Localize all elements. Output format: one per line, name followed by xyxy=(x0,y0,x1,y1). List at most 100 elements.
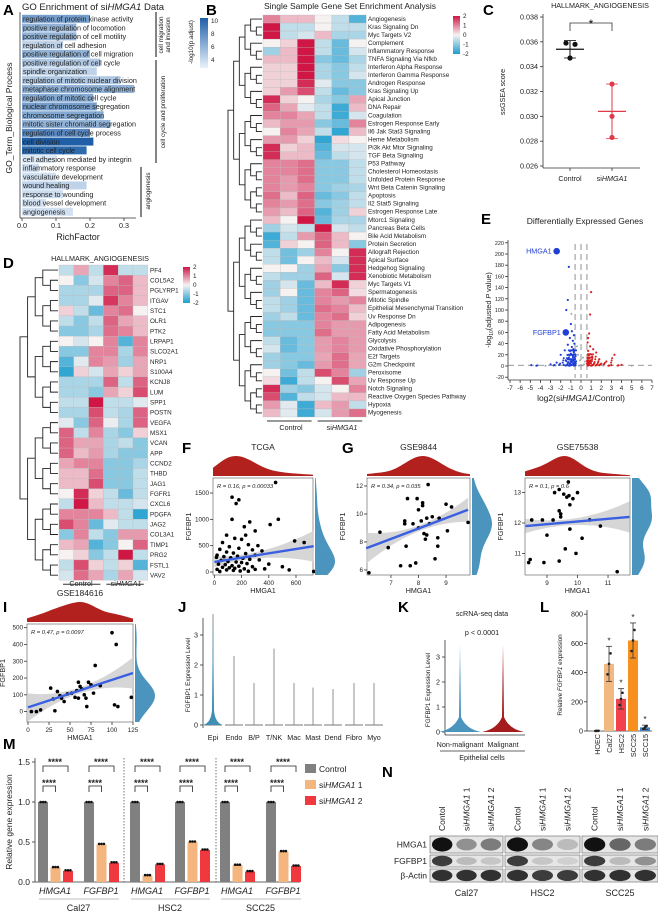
x-tick-label: -5 xyxy=(527,385,533,392)
panel-b-dendrogram xyxy=(244,121,251,147)
bar-hmga1 xyxy=(142,875,153,882)
panel-d-cell xyxy=(88,417,104,428)
panel-h-data-point xyxy=(558,515,563,519)
panel-d-row-label: TIMP1 xyxy=(150,542,169,549)
cell-line-label: HSC2 xyxy=(158,903,182,913)
panel-d-row-label: SLCO2A1 xyxy=(150,349,179,356)
panel-b-cell xyxy=(280,167,298,176)
label-prefix: si xyxy=(538,825,548,831)
data-point xyxy=(146,873,149,877)
panel-f-data-point xyxy=(280,564,285,569)
panel-b-row-label: Apical Surface xyxy=(368,257,409,264)
volcano-point-up xyxy=(589,313,592,316)
violin-non-malignant xyxy=(439,644,481,732)
panel-b-cell xyxy=(262,159,281,168)
panel-d-cell xyxy=(118,498,134,510)
panel-d-cell xyxy=(103,366,119,378)
panel-b-cell xyxy=(262,288,281,297)
panel-b-cell xyxy=(280,239,298,249)
panel-b-cell xyxy=(280,207,298,217)
panel-b-cell xyxy=(331,47,350,56)
panel-d-cell xyxy=(88,549,104,561)
panel-b-cell xyxy=(331,30,350,40)
go-term-label: angiogenesis xyxy=(23,207,66,216)
volcano-point-ns xyxy=(544,364,547,367)
significance-label: * xyxy=(631,612,635,622)
lane-label: siHMGA1 2 xyxy=(563,787,573,831)
panel-f-data-point xyxy=(247,557,252,562)
panel-b-cell xyxy=(348,231,367,241)
panel-b-cell xyxy=(297,336,315,345)
panel-d-cell xyxy=(132,417,148,428)
panel-f-data-point xyxy=(231,568,236,573)
lane-label: Contol xyxy=(437,806,447,831)
data-point xyxy=(292,864,295,867)
panel-c-title: HALLMARK_ANGIOGENESIS xyxy=(551,1,649,10)
panel-b-cell xyxy=(331,272,350,281)
blot-band xyxy=(634,856,656,866)
panel-d-cell xyxy=(88,397,104,408)
title-gene: HMGA1 xyxy=(108,2,142,13)
bar-hmga1 xyxy=(130,802,140,882)
panel-b-cell xyxy=(262,312,281,321)
panel-f-y-tick-label: 1500 xyxy=(195,490,210,497)
bar-fgfbp1 xyxy=(291,866,301,882)
panel-a-group-label: cell cycle and proliferation xyxy=(160,75,167,148)
panel-b-cell xyxy=(297,127,315,136)
panel-b-dendrogram xyxy=(238,237,245,287)
bar-fgfbp1 xyxy=(187,842,198,882)
data-point xyxy=(156,862,159,866)
panel-b-cell xyxy=(314,256,332,265)
panel-d-dendrogram xyxy=(42,467,51,490)
panel-d-cell xyxy=(73,305,89,316)
volcano-point-down xyxy=(573,359,576,362)
panel-b-cell xyxy=(314,400,332,410)
category-label: Mast xyxy=(305,733,321,742)
panel-d-cell xyxy=(132,508,148,520)
panel-g-data-point xyxy=(445,528,450,533)
data-point xyxy=(148,873,152,877)
panel-d-cell xyxy=(103,427,119,439)
panel-b-cell xyxy=(262,103,281,112)
panel-b-cell xyxy=(331,127,350,136)
blot-band xyxy=(609,838,631,851)
panel-d-cell xyxy=(73,488,89,500)
panel-d-cell xyxy=(118,315,134,327)
panel-b-cell xyxy=(314,376,332,385)
volcano-point-down xyxy=(562,357,565,360)
panel-d-cell xyxy=(103,458,119,469)
panel-b-dendrogram xyxy=(255,74,262,84)
panel-b-cell xyxy=(331,55,350,64)
y-tick-label: 0 xyxy=(436,728,440,737)
panel-d-cell xyxy=(88,407,104,418)
volcano-point-up xyxy=(594,355,597,358)
panel-b-cell xyxy=(297,87,315,96)
panel-b-row-label: Il6 Jak Stat3 Signaling xyxy=(368,128,431,135)
volcano-point-down xyxy=(563,349,566,352)
go-term-bar xyxy=(22,67,97,76)
panel-d-cell xyxy=(103,356,119,367)
panel-b-cell xyxy=(314,199,332,209)
panel-d-cell xyxy=(88,559,104,571)
volcano-point-down xyxy=(573,349,576,352)
panel-b-cell xyxy=(297,95,315,104)
panel-b-cell xyxy=(348,215,367,225)
panel-d-cell xyxy=(103,305,119,316)
panel-d-cell xyxy=(132,427,148,439)
panel-b-cell xyxy=(262,79,281,88)
panel-i-data-point xyxy=(84,696,88,700)
panel-d-row-label: FSTL1 xyxy=(150,562,169,569)
panel-b-cell xyxy=(297,159,315,168)
bar-fgfbp1 xyxy=(278,851,289,882)
category-label: HOEC xyxy=(593,734,602,755)
volcano-point-down xyxy=(566,298,569,302)
panel-b-row-label: Glycolysis xyxy=(368,337,396,344)
panel-d-cell xyxy=(58,468,74,479)
panel-b-cell xyxy=(331,256,350,265)
panel-d-cell xyxy=(73,559,89,571)
panel-i-x-tick-label: 75 xyxy=(87,727,95,734)
panel-b-cell xyxy=(331,368,350,377)
panel-b-cell xyxy=(262,127,281,136)
panel-b-cell xyxy=(297,264,315,273)
significance-bracket xyxy=(134,785,148,792)
